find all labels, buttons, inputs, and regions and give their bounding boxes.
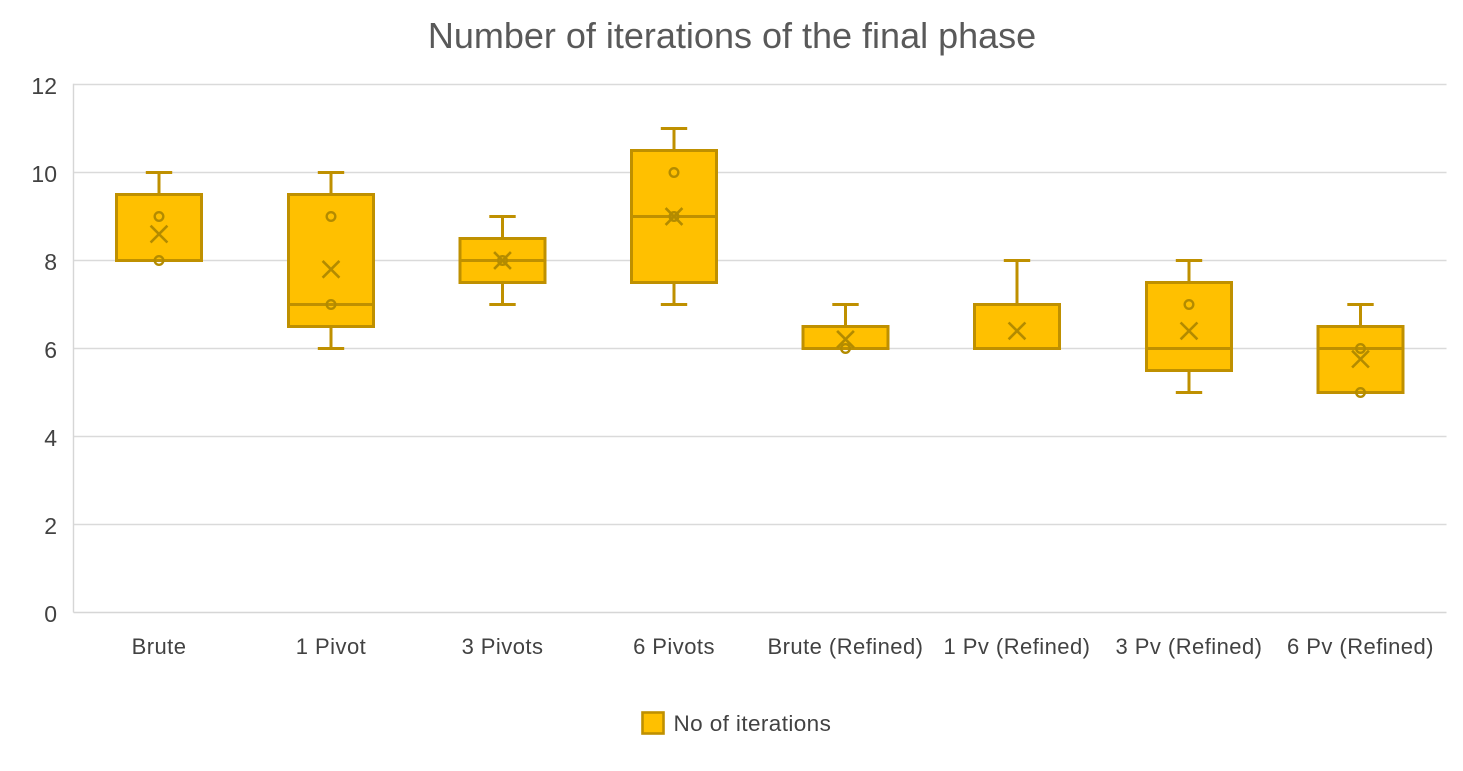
svg-text:4: 4 (44, 425, 57, 451)
svg-text:6 Pv (Refined): 6 Pv (Refined) (1287, 634, 1434, 659)
svg-text:12: 12 (31, 73, 57, 99)
svg-text:0: 0 (44, 601, 57, 627)
svg-text:3 Pivots: 3 Pivots (462, 634, 544, 659)
svg-text:6: 6 (44, 337, 57, 363)
svg-text:8: 8 (44, 249, 57, 275)
svg-text:10: 10 (31, 161, 57, 187)
svg-text:Number of iterations of the fi: Number of iterations of the final phase (428, 15, 1036, 56)
svg-text:6 Pivots: 6 Pivots (633, 634, 715, 659)
svg-text:Brute (Refined): Brute (Refined) (768, 634, 924, 659)
svg-text:1 Pivot: 1 Pivot (296, 634, 366, 659)
svg-text:Brute: Brute (132, 634, 187, 659)
svg-text:2: 2 (44, 513, 57, 539)
svg-text:No of iterations: No of iterations (674, 711, 832, 736)
svg-text:1 Pv (Refined): 1 Pv (Refined) (944, 634, 1091, 659)
svg-text:3 Pv (Refined): 3 Pv (Refined) (1116, 634, 1263, 659)
